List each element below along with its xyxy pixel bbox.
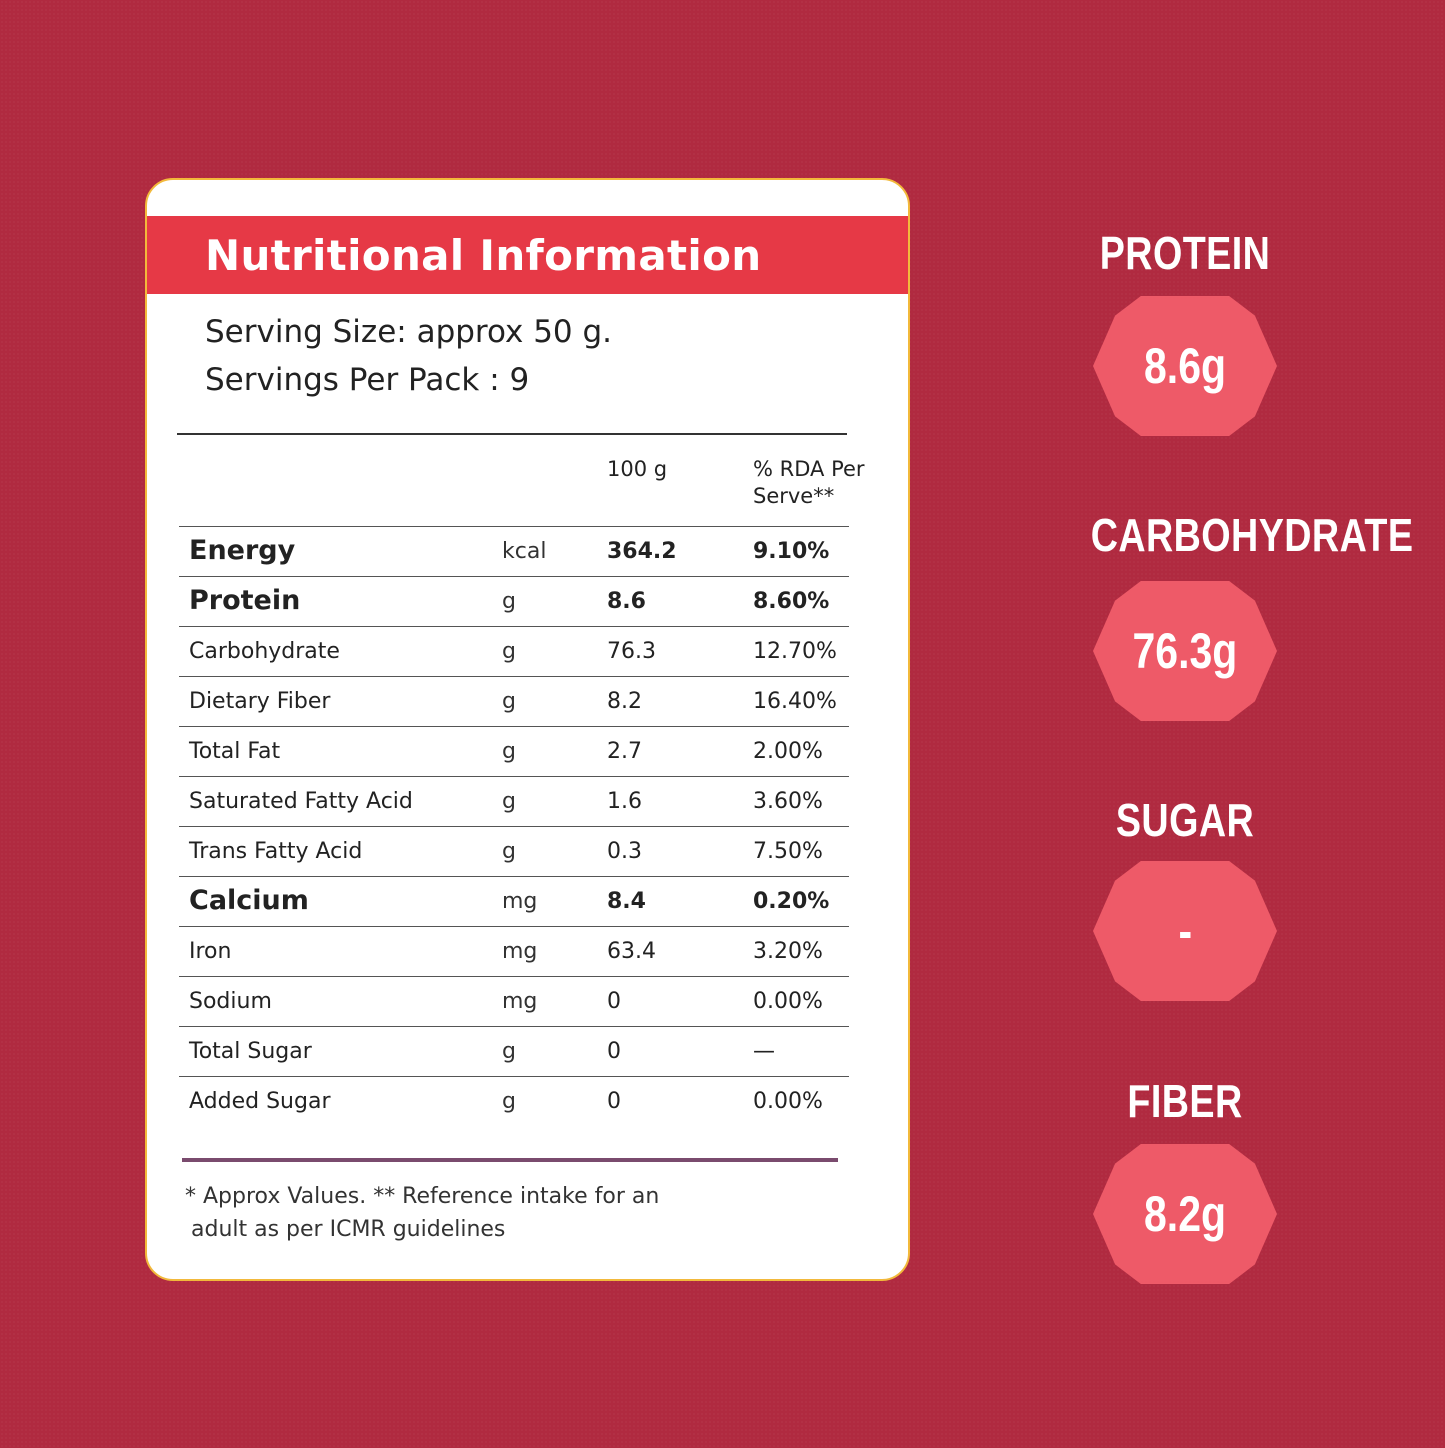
table-bottom-divider	[182, 1158, 838, 1162]
col-header-rda: % RDA Per Serve**	[753, 456, 865, 510]
nutrient-unit: g	[502, 689, 516, 714]
highlight-badge: 8.2g	[1093, 1144, 1277, 1284]
highlight-protein: PROTEIN 8.6g	[1070, 226, 1300, 436]
nutrient-name: Total Sugar	[189, 1039, 312, 1064]
nutrient-value: 0	[607, 1089, 621, 1114]
nutrient-name: Added Sugar	[189, 1089, 331, 1114]
nutrient-rda: 0.00%	[753, 989, 823, 1014]
nutrient-value: 2.7	[607, 739, 642, 764]
highlight-value: 8.6g	[1143, 338, 1227, 394]
nutrient-value: 0	[607, 989, 621, 1014]
nutrition-card: Nutritional Information Serving Size: ap…	[145, 178, 910, 1281]
nutrient-unit: g	[502, 589, 516, 614]
nutrient-unit: g	[502, 1089, 516, 1114]
table-row: Carbohydrate g 76.3 12.70%	[179, 626, 849, 676]
table-row: Energy kcal 364.2 9.10%	[179, 526, 849, 576]
nutrient-rda: 0.00%	[753, 1089, 823, 1114]
table-row: Protein g 8.6 8.60%	[179, 576, 849, 626]
nutrient-name: Sodium	[189, 989, 272, 1014]
nutrient-value: 1.6	[607, 789, 642, 814]
table-top-divider	[177, 433, 847, 435]
serving-size: Serving Size: approx 50 g.	[205, 314, 613, 350]
footnote: * Approx Values. ** Reference intake for…	[185, 1180, 785, 1246]
nutrient-unit: mg	[502, 889, 538, 914]
nutrient-unit: g	[502, 839, 516, 864]
nutrition-table: Energy kcal 364.2 9.10% Protein g 8.6 8.…	[179, 526, 849, 1126]
highlight-label: FIBER	[1127, 1075, 1243, 1127]
nutrient-rda: 3.60%	[753, 789, 823, 814]
table-row: Calcium mg 8.4 0.20%	[179, 876, 849, 926]
highlight-value: -	[1178, 903, 1192, 959]
table-row: Added Sugar g 0 0.00%	[179, 1076, 849, 1126]
nutrient-rda: 16.40%	[753, 689, 837, 714]
nutrient-name: Saturated Fatty Acid	[189, 789, 413, 814]
nutrient-name: Total Fat	[189, 739, 281, 764]
highlight-label: CARBOHYDRATE	[1090, 509, 1414, 561]
table-row: Dietary Fiber g 8.2 16.40%	[179, 676, 849, 726]
highlight-label: PROTEIN	[1099, 227, 1271, 279]
nutrient-name: Protein	[189, 585, 301, 616]
table-row: Total Sugar g 0 —	[179, 1026, 849, 1076]
nutrient-rda: 9.10%	[753, 539, 830, 564]
highlight-badge: 76.3g	[1093, 581, 1277, 721]
nutrient-rda: 0.20%	[753, 889, 830, 914]
table-row: Trans Fatty Acid g 0.3 7.50%	[179, 826, 849, 876]
nutrient-name: Energy	[189, 535, 296, 566]
nutrient-value: 8.6	[607, 589, 646, 614]
nutrient-unit: kcal	[502, 539, 547, 564]
nutrient-rda: 7.50%	[753, 839, 823, 864]
highlight-fiber: FIBER 8.2g	[1070, 1074, 1300, 1284]
nutrient-name: Calcium	[189, 885, 309, 916]
nutrient-name: Iron	[189, 939, 232, 964]
highlight-value: 76.3g	[1132, 623, 1238, 679]
highlight-label: SUGAR	[1115, 794, 1255, 846]
table-row: Sodium mg 0 0.00%	[179, 976, 849, 1026]
card-header: Nutritional Information	[147, 216, 908, 294]
col-header-rda-line1: % RDA Per	[753, 457, 865, 481]
nutrient-value: 8.4	[607, 889, 646, 914]
highlight-sugar: SUGAR -	[1070, 793, 1300, 1001]
nutrient-value: 0.3	[607, 839, 642, 864]
footnote-line2: adult as per ICMR guidelines	[191, 1217, 506, 1242]
nutrient-unit: mg	[502, 989, 538, 1014]
nutrient-value: 364.2	[607, 539, 677, 564]
nutrient-unit: g	[502, 639, 516, 664]
table-row: Iron mg 63.4 3.20%	[179, 926, 849, 976]
col-header-rda-line2: Serve**	[753, 484, 835, 508]
servings-per-pack: Servings Per Pack : 9	[205, 362, 530, 398]
nutrient-rda: 2.00%	[753, 739, 823, 764]
nutrient-name: Dietary Fiber	[189, 689, 331, 714]
nutrient-value: 63.4	[607, 939, 656, 964]
highlight-badge: 8.6g	[1093, 296, 1277, 436]
nutrient-value: 8.2	[607, 689, 642, 714]
highlight-carbohydrate: CARBOHYDRATE 76.3g	[1070, 508, 1414, 721]
highlight-value: 8.2g	[1143, 1186, 1227, 1242]
highlight-badge: -	[1093, 861, 1277, 1001]
nutrient-unit: g	[502, 1039, 516, 1064]
nutrient-name: Trans Fatty Acid	[189, 839, 363, 864]
nutrient-value: 0	[607, 1039, 621, 1064]
nutrient-rda: 3.20%	[753, 939, 823, 964]
footnote-line1: * Approx Values. ** Reference intake for…	[185, 1184, 660, 1209]
nutrient-rda: —	[753, 1039, 775, 1064]
nutrient-unit: g	[502, 739, 516, 764]
table-row: Total Fat g 2.7 2.00%	[179, 726, 849, 776]
nutrient-rda: 8.60%	[753, 589, 830, 614]
nutrient-unit: g	[502, 789, 516, 814]
col-header-100g: 100 g	[607, 457, 668, 481]
card-title: Nutritional Information	[205, 231, 762, 280]
nutrient-unit: mg	[502, 939, 538, 964]
nutrient-name: Carbohydrate	[189, 639, 340, 664]
table-row: Saturated Fatty Acid g 1.6 3.60%	[179, 776, 849, 826]
nutrient-rda: 12.70%	[753, 639, 837, 664]
nutrient-value: 76.3	[607, 639, 656, 664]
